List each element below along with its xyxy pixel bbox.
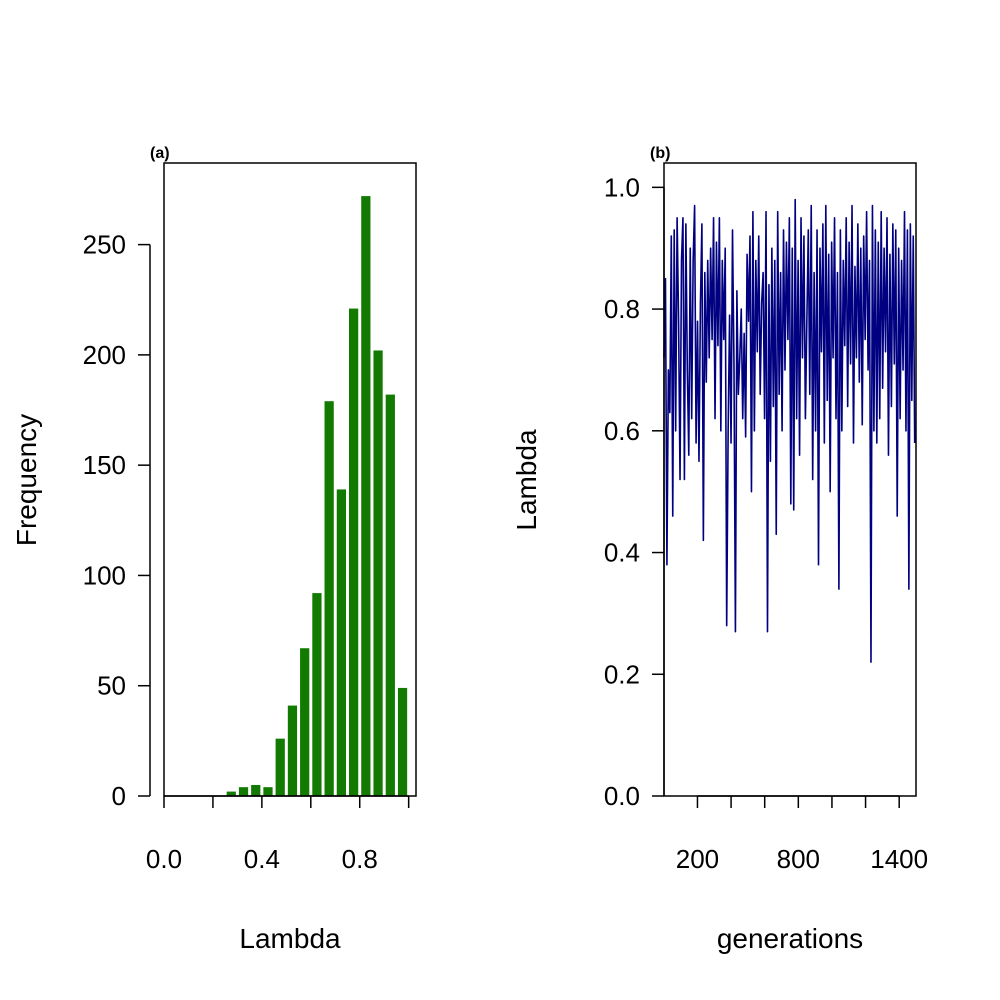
trace-x-label: generations	[717, 923, 863, 954]
x-tick-label: 0.8	[342, 844, 378, 874]
histogram-bar	[300, 648, 310, 796]
y-tick-label: 200	[83, 340, 126, 370]
histogram-bar	[336, 489, 346, 796]
histogram-bar	[385, 394, 395, 796]
histogram-y-label: Frequency	[11, 414, 42, 546]
histogram-x-label: Lambda	[239, 923, 341, 954]
y-tick-label: 0	[112, 781, 126, 811]
x-tick-label: 200	[676, 844, 719, 874]
histogram-panel: 0 50 100 150 200 250 0.0 0.4 0.8 (a) Lambda Fre…	[11, 145, 417, 954]
histogram-bar	[312, 593, 322, 796]
y-tick-label: 0.2	[604, 659, 640, 689]
histogram-bar	[238, 787, 249, 796]
histogram-bar	[348, 308, 359, 796]
y-tick-label: 1.0	[604, 172, 640, 202]
y-tick-label: 50	[97, 671, 126, 701]
trace-panel: 0.0 0.2 0.4 0.6 0.8 1.0 200 800 1400 (b) genera…	[511, 145, 928, 954]
histogram-bar	[397, 687, 408, 796]
histogram-x-ticks: 0.0 0.4 0.8	[146, 796, 410, 874]
trace-frame	[663, 162, 917, 797]
y-tick-label: 0.8	[604, 294, 640, 324]
histogram-bars	[226, 196, 408, 796]
histogram-bar	[226, 791, 236, 796]
histogram-bar	[263, 787, 273, 796]
trace-x-ticks: 200 800 1400	[676, 796, 928, 874]
histogram-bar	[324, 401, 334, 796]
trace-y-label: Lambda	[511, 429, 542, 531]
x-tick-label: 800	[777, 844, 820, 874]
y-tick-label: 0.6	[604, 416, 640, 446]
y-tick-label: 100	[83, 560, 126, 590]
histogram-bar	[251, 784, 261, 796]
histogram-bar	[287, 705, 298, 796]
trace-y-ticks: 0.0 0.2 0.4 0.6 0.8 1.0	[604, 172, 664, 811]
x-tick-label: 0.4	[244, 844, 280, 874]
y-tick-label: 0.0	[604, 781, 640, 811]
y-tick-label: 150	[83, 450, 126, 480]
histogram-y-ticks: 0 50 100 150 200 250	[83, 230, 150, 811]
x-tick-label: 0.0	[146, 844, 182, 874]
panel-label-a: (a)	[150, 145, 170, 162]
histogram-bar	[373, 350, 383, 796]
y-tick-label: 250	[83, 230, 126, 260]
histogram-frame	[163, 162, 417, 797]
trace-series-line	[663, 198, 916, 663]
histogram-bar	[361, 196, 371, 796]
panel-label-b: (b)	[650, 145, 670, 162]
y-tick-label: 0.4	[604, 538, 640, 568]
histogram-bar	[275, 738, 285, 796]
x-tick-label: 1400	[870, 844, 928, 874]
